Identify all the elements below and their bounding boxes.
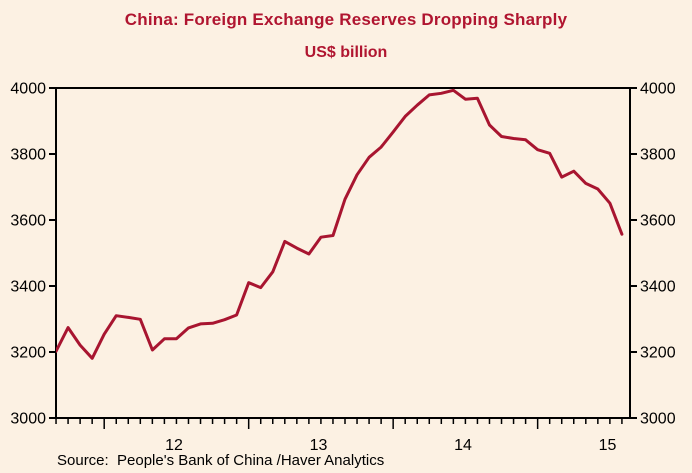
svg-text:14: 14	[454, 437, 472, 454]
svg-text:4000: 4000	[10, 81, 46, 98]
svg-text:3000: 3000	[640, 411, 676, 428]
svg-text:3600: 3600	[10, 213, 46, 230]
svg-text:3800: 3800	[10, 147, 46, 164]
svg-text:3800: 3800	[640, 147, 676, 164]
svg-text:4000: 4000	[640, 81, 676, 98]
svg-text:13: 13	[310, 437, 328, 454]
svg-text:15: 15	[599, 437, 617, 454]
svg-text:3400: 3400	[640, 279, 676, 296]
chart-title: China: Foreign Exchange Reserves Droppin…	[124, 10, 568, 29]
svg-text:3200: 3200	[640, 345, 676, 362]
svg-text:3000: 3000	[10, 411, 46, 428]
svg-text:12: 12	[165, 437, 183, 454]
svg-text:3400: 3400	[10, 279, 46, 296]
source-note: Source: People's Bank of China /Haver An…	[57, 452, 385, 469]
chart-subtitle: US$ billion	[304, 44, 388, 61]
svg-text:3600: 3600	[640, 213, 676, 230]
svg-text:3200: 3200	[10, 345, 46, 362]
